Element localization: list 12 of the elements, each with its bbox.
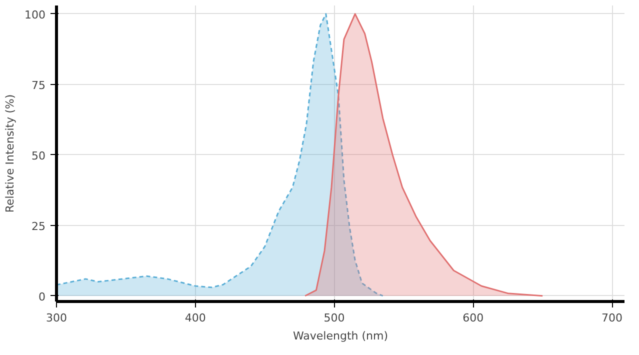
x-tick-label: 600 — [462, 312, 484, 324]
y-tick-label: 75 — [32, 78, 46, 92]
y-tick-label: 100 — [24, 8, 46, 22]
x-axis-title: Wavelength (nm) — [292, 330, 388, 342]
x-tick-label: 400 — [184, 312, 206, 324]
y-tick-label: 25 — [32, 220, 46, 233]
x-tick-label: 700 — [602, 312, 623, 324]
y-tick-label: 50 — [32, 149, 46, 162]
y-tick-label: 0 — [38, 290, 46, 304]
x-tick-label: 500 — [324, 312, 345, 324]
x-tick-label: 300 — [46, 312, 67, 324]
y-axis-title: Relative Intensity (%) — [4, 94, 17, 213]
